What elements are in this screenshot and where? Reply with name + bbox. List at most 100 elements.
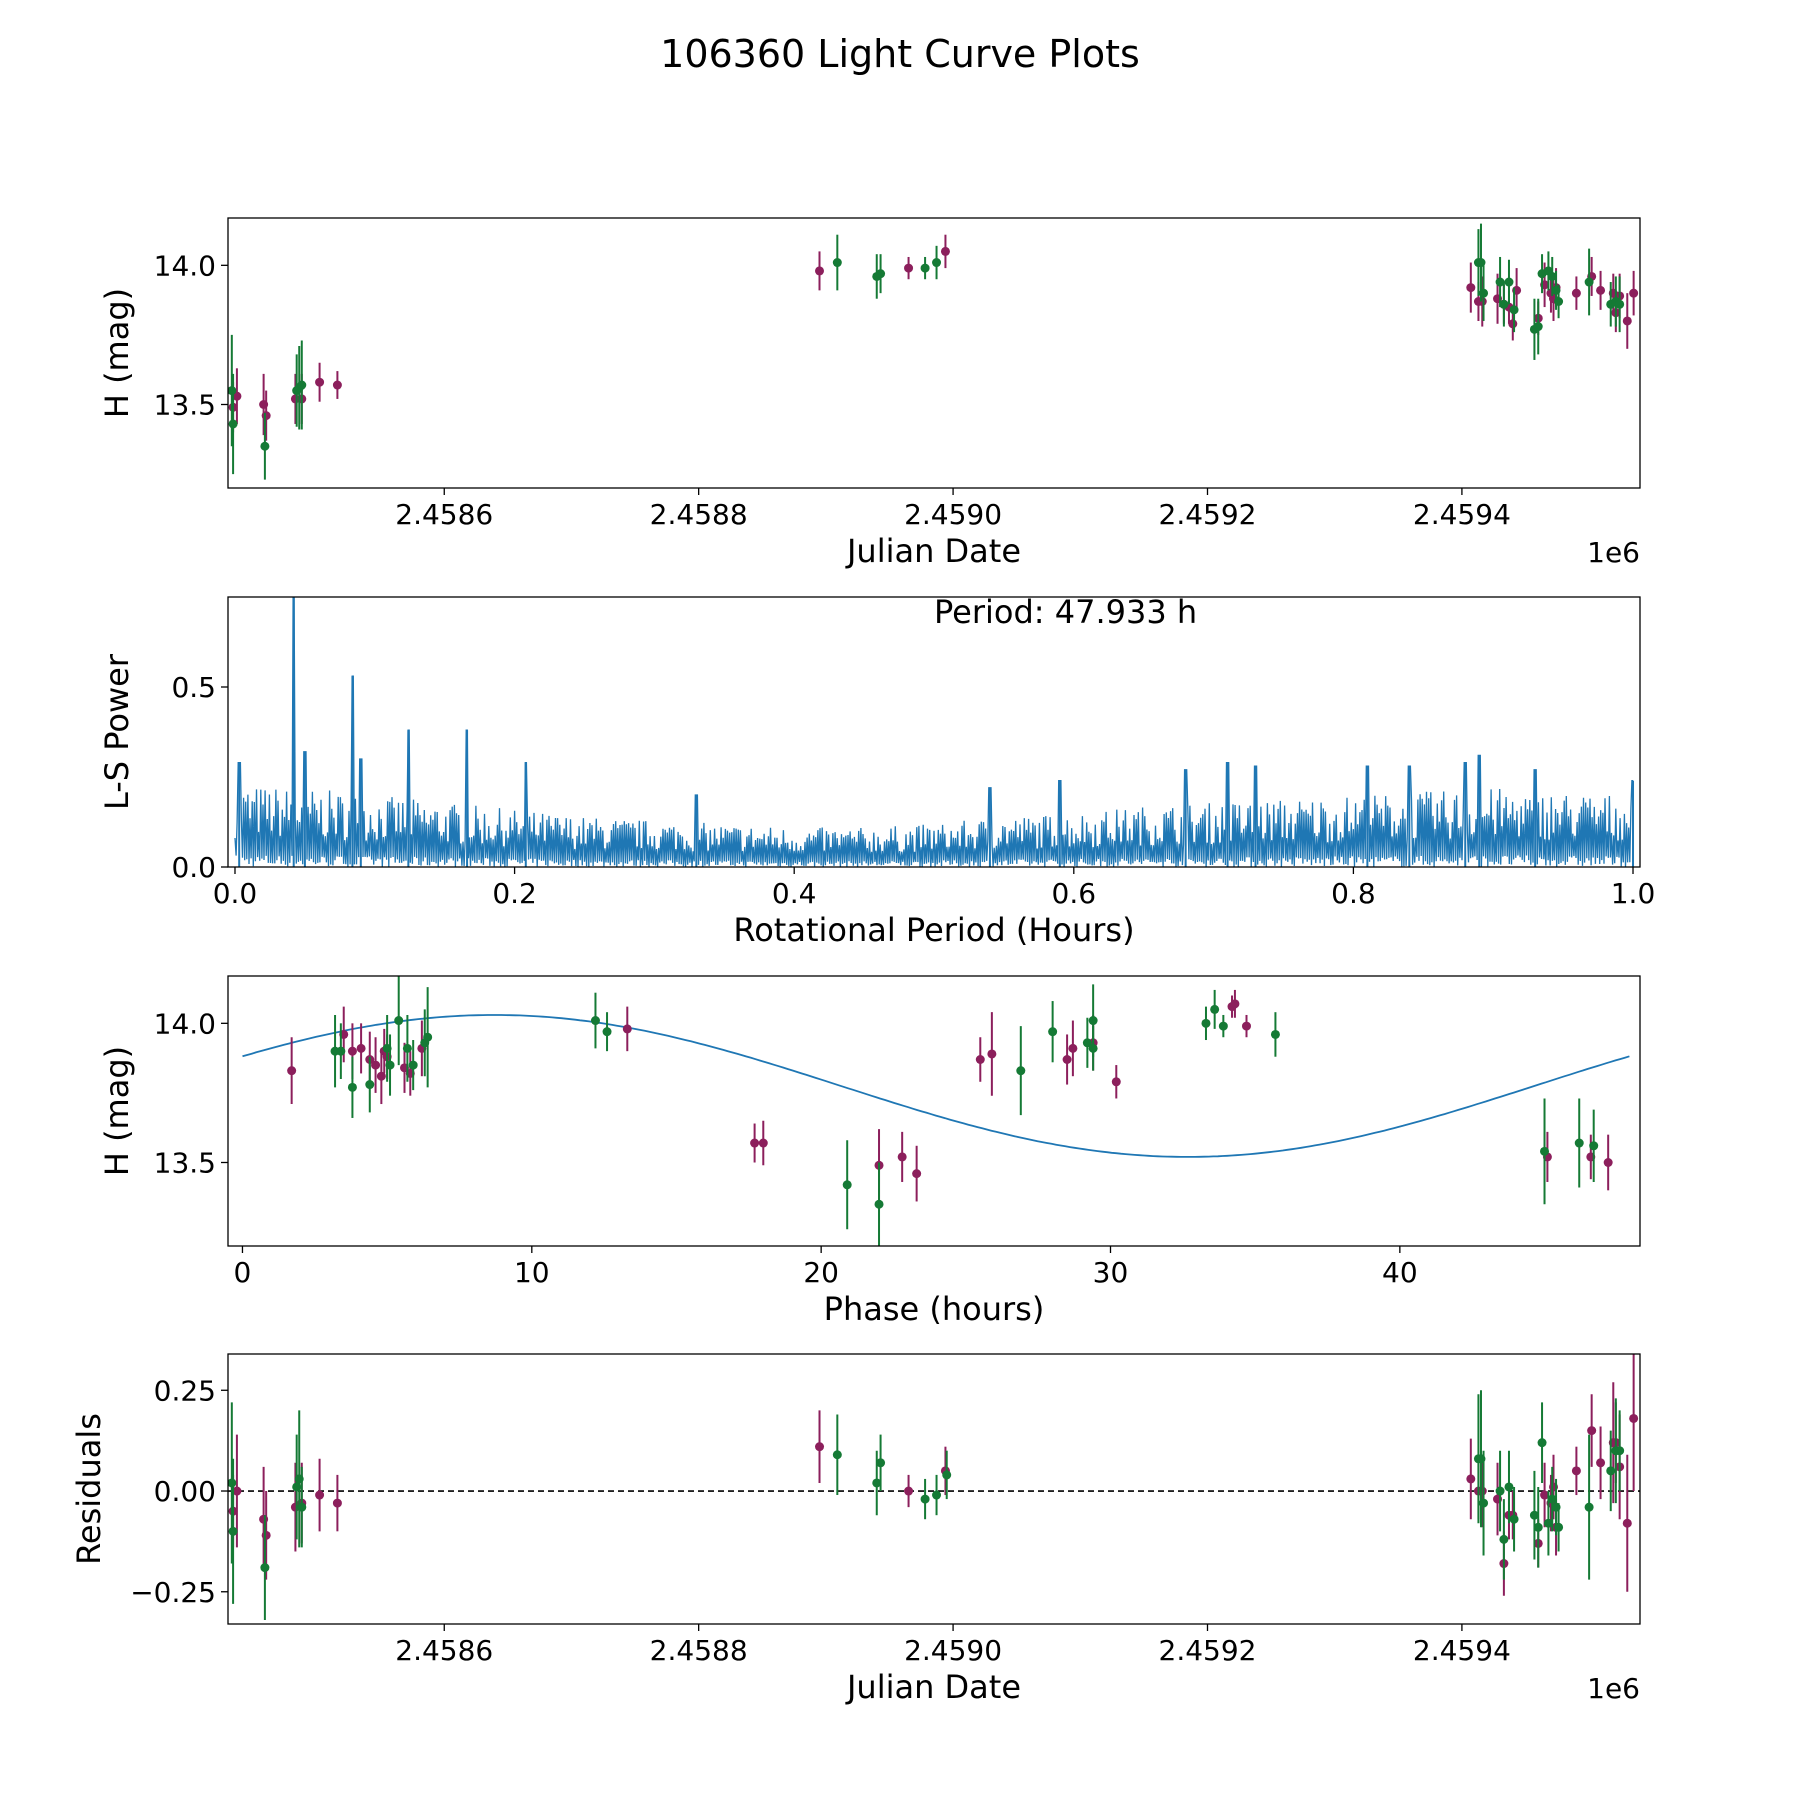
x-tick-label: 2.4590 bbox=[904, 1634, 1002, 1667]
data-point bbox=[1537, 1438, 1547, 1448]
series-green bbox=[228, 223, 1625, 480]
data-point bbox=[874, 1199, 884, 1209]
data-point bbox=[815, 266, 825, 276]
x-tick-label: 2.4588 bbox=[650, 498, 748, 531]
data-point bbox=[1606, 1466, 1616, 1476]
data-point bbox=[228, 1478, 237, 1488]
data-point bbox=[832, 258, 842, 268]
data-point bbox=[347, 1046, 357, 1056]
x-axis-label: Julian Date bbox=[845, 1668, 1021, 1706]
axes-jd: 2.4586 2.4588 2.4590 2.4592 2.4594 13.5 14.0 Ju… bbox=[98, 217, 1641, 570]
data-point bbox=[758, 1138, 768, 1148]
data-point bbox=[402, 1043, 412, 1053]
data-point bbox=[932, 1490, 942, 1500]
data-point bbox=[228, 1526, 238, 1536]
data-point bbox=[1062, 1055, 1072, 1065]
data-point bbox=[1571, 1466, 1581, 1476]
data-point bbox=[750, 1138, 760, 1148]
axes-frame bbox=[227, 596, 1641, 868]
data-point bbox=[408, 1060, 418, 1070]
x-tick-label: 2.4586 bbox=[395, 1634, 493, 1667]
data-point bbox=[1574, 1138, 1584, 1148]
data-point bbox=[1016, 1066, 1026, 1076]
x-tick-label: 2.4592 bbox=[1159, 1634, 1257, 1667]
data-point bbox=[228, 419, 238, 429]
data-point bbox=[942, 1470, 952, 1480]
y-tick-label: 0.00 bbox=[154, 1475, 216, 1508]
data-point bbox=[376, 1071, 386, 1081]
x-tick-label: 2.4590 bbox=[904, 498, 1002, 531]
plot-area-phase bbox=[242, 976, 1630, 1246]
data-point bbox=[1088, 1016, 1098, 1026]
data-point bbox=[1547, 1494, 1557, 1504]
x-tick-label: 20 bbox=[803, 1256, 839, 1289]
data-point bbox=[1540, 1490, 1550, 1500]
x-tick-label: 10 bbox=[514, 1256, 550, 1289]
data-point bbox=[1622, 316, 1632, 326]
data-point bbox=[1543, 1518, 1553, 1528]
x-tick-label: 0.4 bbox=[772, 877, 817, 910]
data-point bbox=[1554, 297, 1564, 307]
y-tick-label: −0.25 bbox=[130, 1576, 216, 1609]
data-point bbox=[904, 263, 914, 273]
x-tick-label: 0.0 bbox=[213, 877, 258, 910]
data-point bbox=[1270, 1029, 1280, 1039]
y-axis-label: H (mag) bbox=[98, 288, 136, 418]
data-point bbox=[356, 1043, 366, 1053]
data-point bbox=[1479, 288, 1489, 298]
data-point bbox=[1596, 285, 1606, 295]
y-tick-label: 14.0 bbox=[154, 249, 216, 282]
axes-frame bbox=[227, 1353, 1641, 1625]
data-point bbox=[260, 1563, 270, 1573]
data-point bbox=[1589, 1141, 1599, 1151]
data-point bbox=[1201, 1018, 1211, 1028]
data-point bbox=[1210, 1004, 1220, 1014]
axes-frame bbox=[227, 975, 1641, 1247]
data-point bbox=[1584, 277, 1594, 287]
x-tick-label: 2.4594 bbox=[1413, 498, 1511, 531]
axes-phase: 0 10 20 30 40 13.5 14.0 Phase (hours) H (mag) bbox=[98, 975, 1641, 1328]
data-point bbox=[904, 1486, 914, 1496]
data-point bbox=[912, 1169, 922, 1179]
data-point bbox=[332, 380, 342, 390]
data-point bbox=[1499, 299, 1509, 309]
period-annotation: Period: 47.933 h bbox=[934, 593, 1197, 631]
data-point bbox=[832, 1450, 842, 1460]
data-point bbox=[1111, 1077, 1121, 1087]
data-point bbox=[1622, 1518, 1632, 1528]
data-point bbox=[315, 377, 325, 387]
x-offset-label: 1e6 bbox=[1587, 1672, 1640, 1705]
data-point bbox=[371, 1060, 381, 1070]
y-axis-label: Residuals bbox=[70, 1413, 108, 1565]
data-point bbox=[1629, 1413, 1639, 1423]
data-point bbox=[1571, 288, 1581, 298]
data-point bbox=[1495, 277, 1505, 287]
y-tick-label: 13.5 bbox=[154, 388, 216, 421]
data-point bbox=[347, 1082, 357, 1092]
x-tick-label: 2.4592 bbox=[1159, 498, 1257, 531]
data-point bbox=[336, 1046, 346, 1056]
data-point bbox=[332, 1498, 342, 1508]
data-point bbox=[920, 1494, 930, 1504]
data-point bbox=[1547, 271, 1557, 281]
data-point bbox=[1241, 1021, 1251, 1031]
data-point bbox=[602, 1027, 612, 1037]
data-point bbox=[876, 1458, 886, 1468]
data-point bbox=[1504, 277, 1514, 287]
data-point bbox=[1529, 1510, 1539, 1520]
data-point bbox=[315, 1490, 325, 1500]
series-green bbox=[228, 1390, 1625, 1620]
x-axis-label: Rotational Period (Hours) bbox=[733, 911, 1134, 949]
data-point bbox=[872, 1478, 882, 1488]
data-point bbox=[876, 269, 886, 279]
data-point bbox=[1230, 999, 1240, 1009]
data-point bbox=[1533, 322, 1543, 332]
y-tick-label: 0.5 bbox=[171, 671, 216, 704]
data-point bbox=[1587, 1426, 1597, 1436]
x-tick-label: 0.6 bbox=[1052, 877, 1097, 910]
data-point bbox=[1615, 1446, 1625, 1456]
data-point bbox=[1509, 1514, 1519, 1524]
x-tick-label: 0.2 bbox=[492, 877, 537, 910]
